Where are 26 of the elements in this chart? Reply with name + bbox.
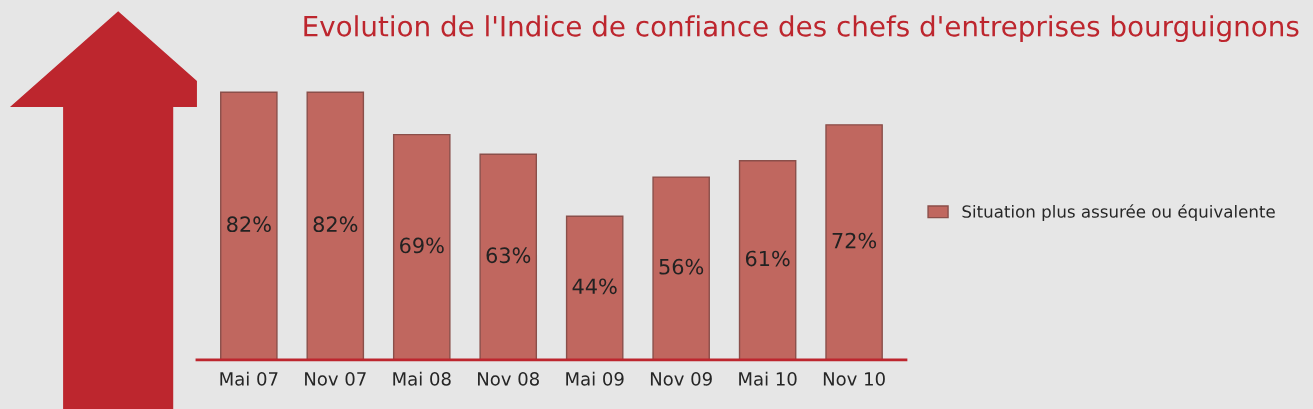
x-tick-label: Mai 10 <box>739 371 797 386</box>
data-label: 56% <box>659 258 704 275</box>
x-tick-label: Nov 10 <box>823 372 885 386</box>
bar <box>738 160 797 360</box>
x-tick-label: Nov 08 <box>478 372 539 386</box>
bar <box>825 124 883 360</box>
bar <box>565 215 624 360</box>
bar <box>479 153 538 360</box>
x-tick-label: Mai 09 <box>566 371 624 386</box>
data-label: 82% <box>227 216 271 233</box>
bar <box>392 133 451 360</box>
bar <box>220 91 278 360</box>
bar <box>306 91 365 360</box>
data-label: 61% <box>745 250 790 267</box>
data-label: 44% <box>572 278 617 295</box>
x-tick-label: Nov 09 <box>650 372 712 386</box>
legend-label: Situation plus assurée ou équivalente <box>962 204 1275 222</box>
bar <box>652 176 710 360</box>
x-tick-label: Nov 07 <box>305 372 366 386</box>
data-label: 63% <box>486 247 531 264</box>
data-label: 72% <box>832 232 877 249</box>
x-tick-label: Mai 07 <box>220 371 278 386</box>
chart-title: Evolution de l'Indice de confiance des chefs d'entreprises bourguignons <box>304 15 1299 43</box>
x-tick-label: Mai 08 <box>393 371 451 386</box>
data-label: 69% <box>400 237 444 254</box>
data-label: 82% <box>313 216 358 233</box>
